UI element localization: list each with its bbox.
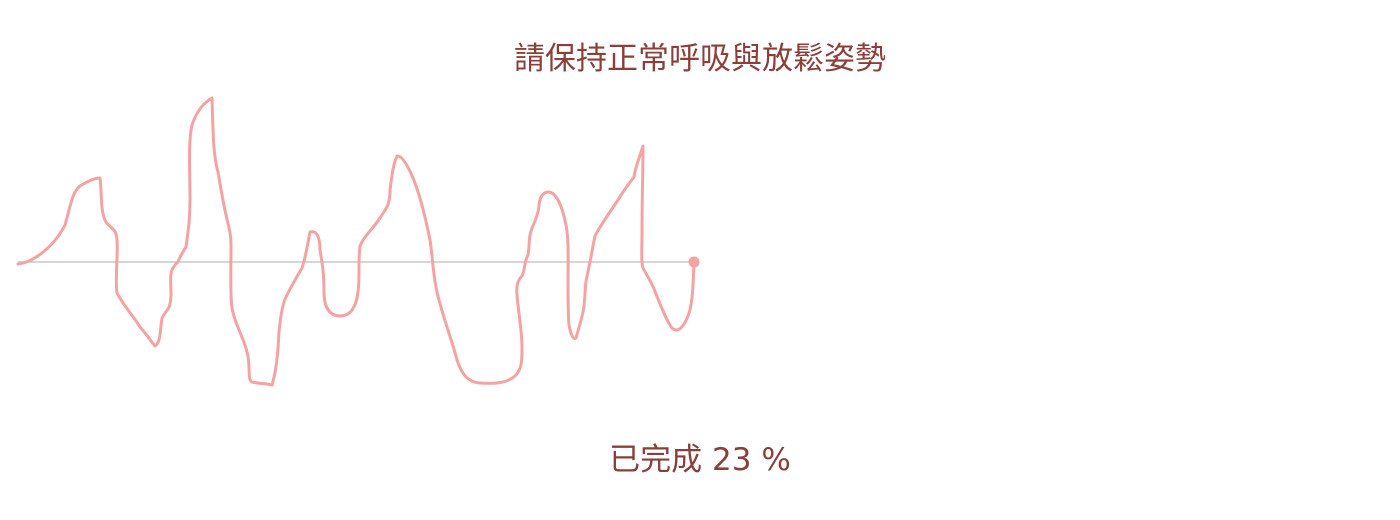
progress-value: 23: [712, 442, 752, 478]
progress-text: 已完成 23 %: [0, 438, 1400, 482]
instruction-text: 請保持正常呼吸與放鬆姿勢: [514, 41, 886, 77]
waveform-line: [16, 96, 696, 387]
progress-prefix: 已完成: [609, 442, 703, 478]
progress-suffix: %: [761, 442, 791, 478]
waveform-current-point: [688, 256, 700, 268]
